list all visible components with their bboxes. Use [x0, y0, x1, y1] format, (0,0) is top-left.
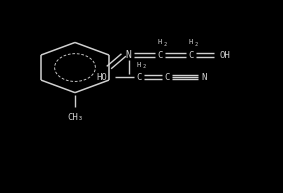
- Text: H: H: [158, 39, 162, 46]
- Text: CH₃: CH₃: [67, 113, 83, 122]
- Text: C: C: [136, 73, 141, 82]
- Text: C: C: [188, 51, 194, 59]
- Text: HO: HO: [97, 73, 108, 82]
- Text: C: C: [164, 73, 170, 82]
- Text: 2: 2: [194, 42, 198, 47]
- Text: OH: OH: [219, 51, 230, 59]
- Text: C: C: [157, 51, 162, 59]
- Text: 2: 2: [142, 64, 145, 69]
- Text: H: H: [189, 39, 193, 46]
- Text: N: N: [201, 73, 206, 82]
- Text: 2: 2: [163, 42, 167, 47]
- Text: N: N: [126, 50, 132, 60]
- Text: H: H: [136, 62, 141, 68]
